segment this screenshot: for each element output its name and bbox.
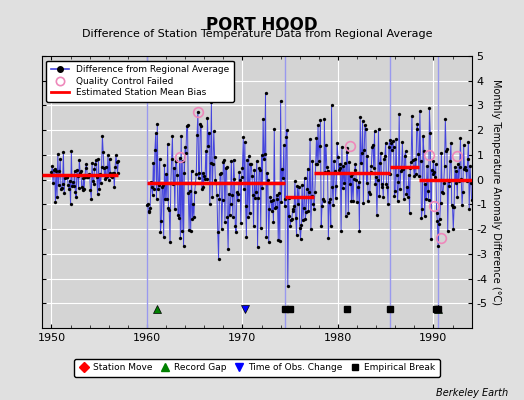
Text: Berkeley Earth: Berkeley Earth xyxy=(436,388,508,398)
Legend: Difference from Regional Average, Quality Control Failed, Estimated Station Mean: Difference from Regional Average, Qualit… xyxy=(47,60,234,102)
Title: Difference of Station Temperature Data from Regional Average: Difference of Station Temperature Data f… xyxy=(82,28,432,38)
Text: PORT HOOD: PORT HOOD xyxy=(206,16,318,34)
Y-axis label: Monthly Temperature Anomaly Difference (°C): Monthly Temperature Anomaly Difference (… xyxy=(492,79,501,305)
Legend: Station Move, Record Gap, Time of Obs. Change, Empirical Break: Station Move, Record Gap, Time of Obs. C… xyxy=(74,359,440,377)
